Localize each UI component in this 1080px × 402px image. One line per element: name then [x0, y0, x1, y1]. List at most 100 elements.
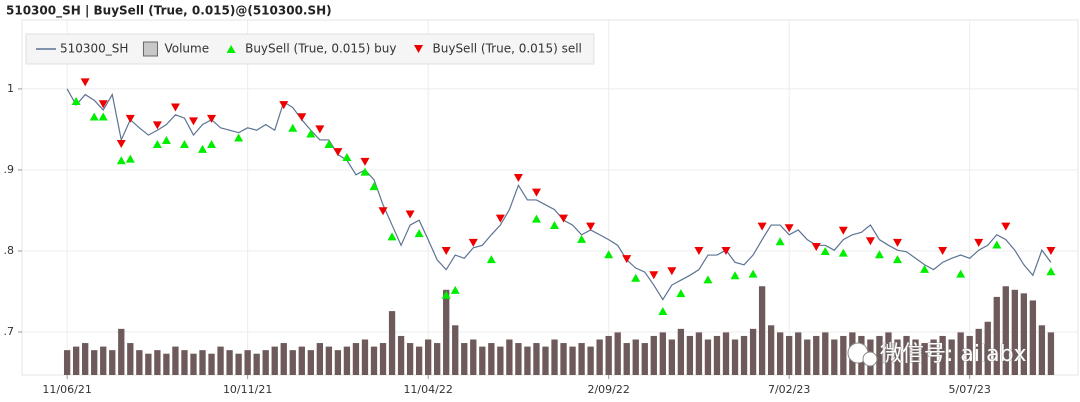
volume-bar [271, 346, 278, 375]
sell-marker [531, 188, 541, 197]
sell-marker [405, 210, 415, 219]
sell-marker [116, 140, 126, 149]
volume-bar [551, 339, 558, 375]
sell-marker [207, 114, 217, 123]
watermark-text: 微信号: ailabx [880, 342, 1027, 367]
buy-marker [703, 275, 713, 284]
sell-marker [495, 214, 505, 223]
volume-bar [930, 339, 937, 375]
buy-marker [730, 271, 740, 280]
sell-marker [559, 214, 569, 223]
volume-bar [966, 335, 973, 375]
volume-bar [316, 343, 324, 375]
y-tick-label: 1 [7, 82, 14, 95]
volume-bar [1029, 300, 1037, 375]
sell-marker [80, 78, 90, 87]
legend-label: 510300_SH [60, 42, 128, 56]
volume-bar [605, 335, 612, 375]
buy-marker [414, 229, 424, 238]
chart-title: 510300_SH | BuySell (True, 0.015)@(51030… [6, 4, 332, 19]
volume-bar [560, 343, 567, 375]
volume-bar [912, 339, 919, 375]
y-tick-label: .7 [4, 325, 15, 338]
buy-marker [161, 135, 171, 144]
volume-bar [776, 332, 784, 375]
sell-marker [1046, 246, 1056, 255]
volume-bar [163, 353, 170, 375]
sell-marker [125, 114, 135, 123]
watermark-icon [862, 351, 878, 367]
volume-bar [479, 346, 486, 375]
volume-bar [1002, 286, 1009, 375]
buy-marker [234, 133, 244, 142]
volume-bar [876, 335, 883, 375]
volume-bar [289, 350, 296, 375]
buy-marker [604, 250, 614, 259]
volume-bar [650, 335, 657, 375]
x-tick-label: 11/06/21 [42, 383, 91, 396]
plot-frame [21, 19, 1079, 376]
buy-marker [342, 152, 352, 161]
buy-marker [658, 306, 668, 315]
volume-bar [659, 332, 666, 375]
buy-marker [387, 232, 397, 241]
volume-bar [731, 339, 739, 375]
volume-bar [831, 339, 838, 375]
buy-marker [631, 273, 641, 282]
sell-marker [188, 117, 198, 126]
buy-marker [1046, 267, 1056, 276]
buy-marker [874, 250, 884, 259]
volume-bar [91, 350, 98, 375]
legend-label: BuySell (True, 0.015) buy [245, 42, 396, 56]
volume-bar [307, 350, 314, 375]
price-layer [66, 78, 1056, 315]
volume-bar [749, 328, 757, 375]
volume-bar [515, 343, 522, 375]
volume-bar [939, 335, 946, 375]
sell-marker [694, 246, 704, 255]
volume-bar [109, 350, 116, 375]
sell-marker [279, 101, 289, 110]
volume-bar [524, 346, 531, 375]
sell-marker [152, 121, 162, 130]
buy-marker [992, 240, 1002, 249]
legend: 510300_SH Volume BuySell (True, 0.015) buy… [25, 33, 595, 65]
volume-bar [587, 346, 594, 375]
volume-bar [244, 350, 251, 375]
volume-bar [127, 343, 134, 375]
volume-bar [894, 339, 901, 375]
x-tick-label: 10/11/21 [223, 383, 272, 396]
volume-bar [253, 353, 260, 375]
volume-bar [623, 343, 630, 375]
volume-bar [325, 346, 333, 375]
volume-bar [181, 350, 188, 375]
sell-marker [468, 238, 478, 247]
volume-bar [217, 346, 224, 375]
sell-marker [170, 103, 180, 112]
sell-marker [838, 226, 848, 235]
volume-bar [1047, 332, 1055, 375]
buy-marker [838, 248, 848, 257]
volume-bar [82, 343, 89, 375]
price-line [66, 88, 1052, 301]
buy-marker [577, 234, 587, 243]
volume-bar [280, 343, 287, 375]
buy-marker [748, 269, 758, 278]
volume-bar [704, 339, 712, 375]
volume-bar [695, 332, 703, 375]
volume-bar [118, 328, 125, 375]
volume-bar [63, 350, 71, 375]
legend-swatch [142, 41, 158, 57]
sell-marker [784, 224, 794, 233]
volume-bar [370, 346, 378, 375]
volume-bar [154, 350, 161, 375]
volume-bar [740, 335, 748, 375]
grid: .7 .8 .9 1 11/06/21 10/11/21 11/04/22 2/09/22 7/… [4, 20, 1078, 396]
volume-bar [813, 335, 820, 375]
sell-marker [892, 238, 902, 247]
volume-bar [488, 343, 495, 375]
volume-bar [235, 353, 242, 375]
volume-bar [199, 350, 206, 375]
volume-bar [172, 346, 179, 375]
